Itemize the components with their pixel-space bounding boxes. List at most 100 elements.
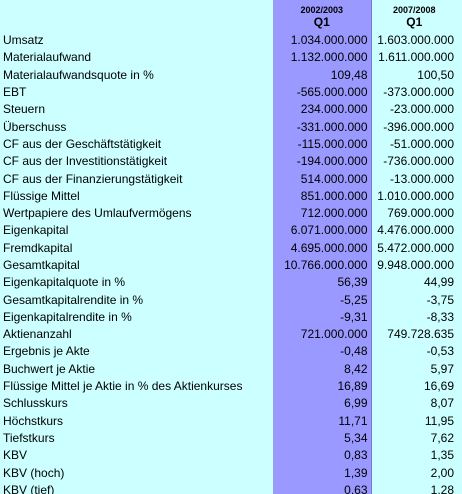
table-row: Buchwert je Aktie 8,42 5,97 bbox=[0, 360, 462, 378]
row-label: Umsatz bbox=[3, 33, 44, 48]
value-2007-2008: 100,50 bbox=[417, 67, 454, 82]
value-2007-2008: 9.948.000.000 bbox=[377, 258, 454, 272]
value-2007-2008: 1.611.000.000 bbox=[378, 50, 454, 65]
table-row: Flüssige Mittel 851.000.000 1.010.000.000 bbox=[0, 187, 462, 205]
row-label: Buchwert je Aktie bbox=[3, 361, 96, 376]
row-label: KBV (hoch) bbox=[3, 465, 65, 480]
table-body: Umsatz 1.034.000.000 1.603.000.000 Material… bbox=[0, 32, 462, 494]
table-row: KBV (hoch) 1,39 2,00 bbox=[0, 464, 462, 482]
value-2002-2003: 1.034.000.000 bbox=[273, 32, 372, 50]
table-row: KBV (tief) 0,63 1,28 bbox=[0, 481, 462, 494]
row-label: Gesamtkapitalrendite in % bbox=[3, 292, 144, 307]
value-2007-2008: 5.472.000.000 bbox=[377, 240, 454, 255]
quarter-1-header: Q1 bbox=[273, 15, 372, 32]
table-row: Aktienanzahl 721.000.000 749.728.635 bbox=[0, 326, 462, 344]
table-row: Wertpapiere des Umlaufvermögens 712.000.0… bbox=[0, 204, 462, 223]
table-row: Umsatz 1.034.000.000 1.603.000.000 bbox=[0, 32, 462, 50]
table-row: Fremdkapital 4.695.000.000 5.472.000.000 bbox=[0, 239, 462, 257]
value-2002-2003: -194.000.000 bbox=[273, 153, 372, 171]
value-2002-2003: 1.132.000.000 bbox=[273, 49, 372, 67]
value-2002-2003: -5,25 bbox=[273, 291, 372, 309]
table-row: Steuern 234.000.000 -23.000.000 bbox=[0, 101, 462, 119]
period-2-header: 2007/2008 bbox=[392, 5, 436, 15]
value-2002-2003: 1,39 bbox=[273, 464, 372, 482]
table-row: Höchstkurs 11,71 11,95 bbox=[0, 412, 462, 430]
value-2007-2008: -0,53 bbox=[426, 344, 454, 359]
row-label: Überschuss bbox=[3, 119, 67, 134]
value-2002-2003: 0,83 bbox=[273, 447, 372, 465]
value-2007-2008: -8,33 bbox=[426, 309, 454, 324]
value-2002-2003: 16,89 bbox=[273, 377, 372, 396]
table-row: CF aus der Geschäftstätigkeit -115.000.00… bbox=[0, 135, 462, 154]
row-label: Eigenkapitalquote in % bbox=[3, 275, 126, 290]
value-2002-2003: 4.695.000.000 bbox=[273, 239, 372, 257]
value-2002-2003: -0,48 bbox=[273, 343, 372, 361]
header-blank-cell bbox=[0, 15, 273, 32]
table-row: Ergebnis je Akte -0,48 -0,53 bbox=[0, 343, 462, 361]
header-blank-cell bbox=[0, 0, 273, 15]
table-header: 2002/2003 2007/2008 Q1 Q1 bbox=[0, 0, 462, 32]
row-label: Materialaufwand bbox=[3, 50, 92, 65]
row-label: Gesamtkapital bbox=[3, 258, 80, 272]
value-2007-2008: 1,35 bbox=[430, 448, 454, 463]
row-label: EBT bbox=[3, 85, 27, 100]
value-2007-2008: 5,97 bbox=[430, 361, 454, 376]
row-label: Höchstkurs bbox=[3, 413, 64, 428]
value-2007-2008: 769.000.000 bbox=[387, 206, 454, 221]
value-2007-2008: -3,75 bbox=[426, 292, 454, 307]
quarter-2-header: Q1 bbox=[406, 15, 423, 29]
value-2007-2008: -736.000.000 bbox=[383, 154, 454, 169]
table-row: Schlusskurs 6,99 8,07 bbox=[0, 395, 462, 413]
table-row: Flüssige Mittel je Aktie in % des Aktien… bbox=[0, 377, 462, 396]
value-2007-2008: -396.000.000 bbox=[383, 119, 454, 134]
row-label: Flüssige Mittel bbox=[3, 188, 80, 203]
value-2007-2008: 1.010.000.000 bbox=[377, 188, 454, 203]
value-2002-2003: 712.000.000 bbox=[273, 204, 372, 223]
value-2007-2008: 44,99 bbox=[423, 275, 454, 290]
row-label: CF aus der Geschäftstätigkeit bbox=[3, 136, 162, 151]
table-row: Überschuss -331.000.000 -396.000.000 bbox=[0, 118, 462, 136]
value-2002-2003: 10.766.000.000 bbox=[273, 256, 372, 275]
value-2002-2003: 851.000.000 bbox=[273, 187, 372, 205]
table-row: CF aus der Investitionstätigkeit -194.000… bbox=[0, 153, 462, 171]
value-2007-2008: 749.728.635 bbox=[387, 327, 454, 342]
table-row: CF aus der Finanzierungstätigkeit 514.000… bbox=[0, 170, 462, 188]
value-2007-2008: -13.000.000 bbox=[389, 171, 454, 186]
value-2007-2008: 1.603.000.000 bbox=[377, 33, 454, 48]
value-2007-2008: -23.000.000 bbox=[389, 102, 454, 117]
row-label: Ergebnis je Akte bbox=[3, 344, 90, 359]
table-row: EBT -565.000.000 -373.000.000 bbox=[0, 83, 462, 102]
value-2002-2003: -565.000.000 bbox=[273, 83, 372, 102]
row-label: Flüssige Mittel je Aktie in % des Aktien… bbox=[3, 379, 243, 394]
value-2007-2008: 11,95 bbox=[424, 413, 454, 428]
row-label: Materialaufwandsquote in % bbox=[3, 67, 154, 82]
value-2007-2008: 1,28 bbox=[430, 482, 454, 494]
value-2002-2003: -115.000.000 bbox=[273, 135, 372, 154]
period-1-header: 2002/2003 bbox=[273, 0, 372, 15]
row-label: Eigenkapitalrendite in % bbox=[3, 309, 132, 324]
table-row: Gesamtkapitalrendite in % -5,25 -3,75 bbox=[0, 291, 462, 309]
value-2002-2003: 234.000.000 bbox=[273, 101, 372, 119]
table-row: Materialaufwand 1.132.000.000 1.611.000.00… bbox=[0, 49, 462, 67]
row-label: Steuern bbox=[3, 102, 46, 117]
row-label: Aktienanzahl bbox=[3, 327, 72, 342]
value-2002-2003: 8,42 bbox=[273, 360, 372, 378]
value-2007-2008: 16,69 bbox=[423, 379, 454, 394]
value-2007-2008: -373.000.000 bbox=[383, 85, 454, 100]
value-2007-2008: 4.476.000.000 bbox=[377, 223, 454, 238]
row-label: Schlusskurs bbox=[3, 396, 68, 411]
row-label: CF aus der Finanzierungstätigkeit bbox=[3, 171, 183, 186]
value-2007-2008: -51.000.000 bbox=[389, 136, 454, 151]
table-row: Materialaufwandsquote in % 109,48 100,50 bbox=[0, 66, 462, 84]
value-2007-2008: 2,00 bbox=[430, 465, 454, 480]
value-2002-2003: 721.000.000 bbox=[273, 326, 372, 344]
value-2002-2003: 11,71 bbox=[273, 412, 372, 430]
value-2002-2003: -331.000.000 bbox=[273, 118, 372, 136]
row-label: Tiefstkurs bbox=[3, 430, 55, 445]
value-2002-2003: 5,34 bbox=[273, 429, 372, 448]
value-2007-2008: 8,07 bbox=[430, 396, 454, 411]
row-label: Eigenkapital bbox=[3, 223, 69, 238]
table-row: Eigenkapitalrendite in % -9,31 -8,33 bbox=[0, 308, 462, 327]
